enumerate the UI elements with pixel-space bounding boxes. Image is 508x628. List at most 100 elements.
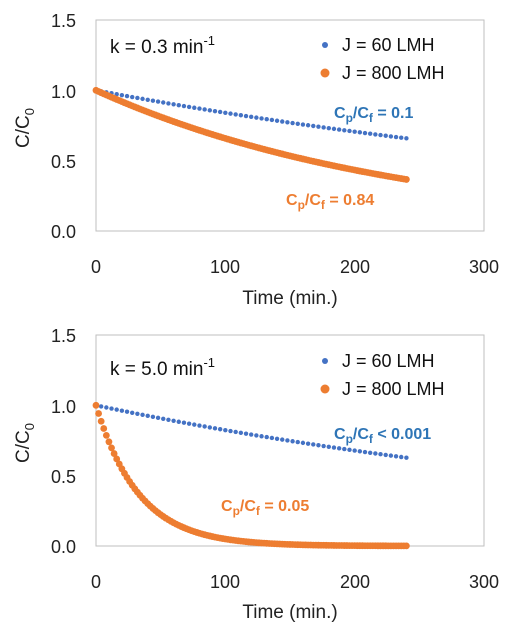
data-point: [92, 401, 100, 409]
data-point: [285, 120, 290, 125]
data-point: [259, 434, 264, 439]
data-point: [321, 443, 326, 449]
x-tick-label: 200: [340, 572, 370, 592]
data-point: [331, 445, 337, 450]
data-point: [119, 408, 125, 413]
k-annotation: k = 5.0 min-1: [110, 355, 215, 380]
data-point: [155, 99, 161, 104]
legend-label: J = 800 LMH: [342, 63, 445, 83]
data-point: [342, 128, 347, 133]
data-point: [243, 113, 249, 119]
data-point: [378, 452, 383, 457]
y-tick-label: 0.0: [51, 537, 76, 557]
x-tick-label: 100: [210, 257, 240, 277]
data-point: [108, 444, 115, 452]
y-tick-label: 0.0: [51, 222, 76, 242]
data-point: [104, 405, 109, 410]
data-point: [109, 406, 114, 411]
y-tick-label: 0.5: [51, 467, 76, 487]
data-point: [280, 437, 285, 442]
data-point: [383, 452, 388, 458]
data-point: [113, 455, 121, 463]
data-point: [238, 430, 244, 435]
plot-area: [95, 19, 485, 232]
data-point: [192, 105, 197, 110]
data-point: [181, 103, 187, 109]
data-point: [280, 119, 285, 124]
data-point: [176, 419, 181, 424]
x-tick-label: 200: [340, 257, 370, 277]
data-point: [388, 134, 394, 139]
data-point: [171, 102, 176, 107]
data-point: [367, 450, 373, 455]
data-point: [290, 120, 295, 126]
data-point: [150, 414, 156, 420]
data-point: [357, 449, 363, 454]
data-point: [110, 450, 118, 457]
data-point: [135, 411, 140, 416]
data-point: [269, 435, 275, 441]
data-point: [202, 107, 207, 112]
data-point: [228, 428, 233, 434]
data-point: [155, 415, 161, 421]
data-points: [92, 401, 410, 550]
data-point: [300, 440, 306, 446]
data-point: [378, 132, 383, 138]
x-tick-label: 300: [469, 572, 499, 592]
data-point: [393, 454, 399, 459]
x-axis-title: Time (min.): [242, 602, 337, 623]
data-point: [259, 116, 264, 121]
data-point: [114, 407, 119, 412]
data-point: [290, 439, 295, 444]
x-tick-label: 0: [91, 572, 101, 592]
legend-label: J = 60 LMH: [342, 351, 435, 371]
data-point: [264, 434, 269, 440]
data-point: [300, 122, 306, 127]
data-point: [326, 125, 331, 131]
y-tick-label: 1.0: [51, 82, 76, 102]
data-point: [217, 427, 223, 432]
legend: J = 60 LMH J = 800 LMH: [320, 35, 445, 83]
x-tick-label: 100: [210, 572, 240, 592]
y-tick-label: 1.0: [51, 397, 76, 417]
y-tick-label: 1.5: [51, 326, 76, 346]
data-point: [243, 431, 249, 436]
x-tick-label: 300: [469, 257, 499, 277]
legend-label: J = 800 LMH: [342, 379, 445, 399]
data-point: [197, 106, 202, 111]
data-points: [92, 86, 410, 183]
y-tick-label: 1.5: [51, 11, 76, 31]
data-point: [357, 130, 363, 135]
data-point: [362, 449, 368, 455]
data-point: [207, 425, 213, 430]
y-axis-title: C/C0: [13, 423, 37, 463]
data-point: [233, 112, 238, 117]
data-point: [145, 97, 150, 102]
data-point: [140, 412, 145, 418]
data-point: [207, 108, 213, 113]
data-point: [233, 429, 238, 435]
data-point: [404, 455, 409, 460]
data-point: [274, 436, 280, 441]
data-point: [197, 423, 202, 428]
data-point: [383, 133, 388, 138]
data-point: [316, 124, 321, 129]
data-point: [124, 93, 130, 99]
data-point: [399, 135, 404, 140]
legend-label: J = 60 LMH: [342, 35, 435, 55]
data-point: [336, 446, 342, 451]
data-point: [249, 114, 254, 120]
x-axis-title: Time (min.): [242, 288, 337, 309]
data-point: [105, 438, 113, 446]
data-point: [285, 438, 290, 443]
data-point: [269, 117, 275, 123]
data-point: [362, 130, 368, 136]
data-point: [321, 125, 326, 130]
series-label: Cp/Cf = 0.1: [334, 105, 413, 125]
data-point: [254, 115, 259, 120]
k-annotation: k = 0.3 min-1: [110, 33, 215, 58]
data-point: [352, 129, 357, 134]
data-point: [135, 95, 140, 101]
data-point: [336, 127, 342, 132]
data-point: [202, 424, 207, 429]
